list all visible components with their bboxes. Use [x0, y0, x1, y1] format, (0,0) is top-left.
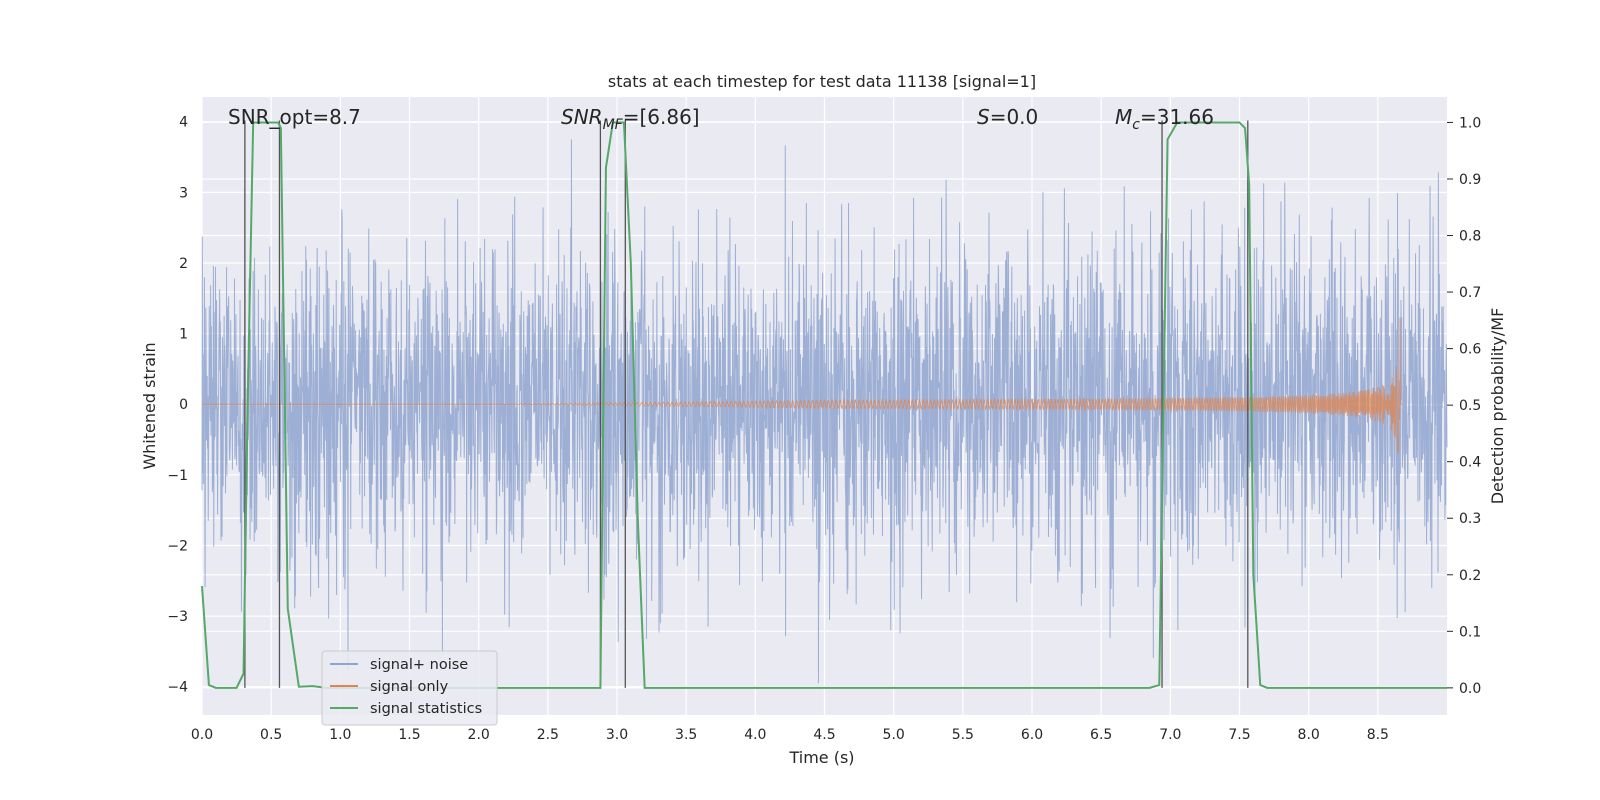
x-tick-label-7: 3.5 — [675, 727, 697, 743]
legend-label-signal-statistics: signal statistics — [370, 701, 482, 717]
y-left-tick-label-2: −2 — [167, 538, 188, 554]
y-right-tick-label-2: 0.2 — [1459, 568, 1481, 584]
x-tick-label-6: 3.0 — [606, 727, 628, 743]
y-left-tick-label-4: 0 — [179, 397, 188, 413]
x-axis-ticks: 0.0 0.5 1.0 1.5 2.0 2.5 3.0 3.5 4.0 4.5 5.0 5.5 6.0 6… — [191, 727, 1389, 743]
y-left-tick-label-3: −1 — [167, 468, 188, 484]
annotation-snr-mf-value: =[6.86] — [623, 105, 700, 129]
x-tick-label-2: 1.0 — [329, 727, 351, 743]
y-right-tick-label-6: 0.6 — [1459, 342, 1481, 358]
annotation-snr-mf: SNRMF=[6.86] — [561, 105, 700, 133]
annotation-s-value: =0.0 — [990, 105, 1039, 129]
x-tick-label-9: 4.5 — [813, 727, 835, 743]
x-tick-label-1: 0.5 — [260, 727, 282, 743]
y-right-tick-label-7: 0.7 — [1459, 285, 1481, 301]
x-tick-label-14: 7.0 — [1159, 727, 1181, 743]
signal-only-trace — [202, 317, 1403, 454]
x-tick-label-4: 2.0 — [468, 727, 490, 743]
legend-label-signal-only: signal only — [370, 679, 449, 695]
series-signal-only — [202, 317, 1403, 454]
annotation-mc-symbol: M — [1115, 105, 1132, 129]
x-tick-label-13: 6.5 — [1090, 727, 1112, 743]
y-left-tick-label-6: 2 — [179, 256, 188, 272]
y-left-tick-label-7: 3 — [179, 185, 188, 201]
y-left-tick-label-5: 1 — [179, 327, 188, 343]
y-right-tick-label-8: 0.8 — [1459, 229, 1481, 245]
y-left-tick-label-0: −4 — [167, 680, 188, 696]
x-tick-label-15: 7.5 — [1228, 727, 1250, 743]
x-tick-label-5: 2.5 — [537, 727, 559, 743]
y-right-tick-label-10: 1.0 — [1459, 115, 1481, 131]
y-axis-left-label: Whitened strain — [140, 342, 159, 469]
x-tick-label-17: 8.5 — [1367, 727, 1389, 743]
legend-label-signal-noise: signal+ noise — [370, 657, 468, 673]
y-right-tick-label-1: 0.1 — [1459, 624, 1481, 640]
annotation-s: S=0.0 — [977, 105, 1038, 129]
x-axis-label: Time (s) — [788, 748, 854, 767]
y-axis-left-ticks: −4 −3 −2 −1 0 1 2 3 4 — [167, 115, 188, 696]
annotation-mc-value: =31.66 — [1140, 105, 1214, 129]
x-tick-label-3: 1.5 — [398, 727, 420, 743]
legend-box — [321, 650, 498, 726]
y-left-tick-label-8: 4 — [179, 115, 188, 131]
y-left-tick-label-1: −3 — [167, 609, 188, 625]
y-right-tick-label-4: 0.4 — [1459, 455, 1481, 471]
y-right-tick-label-9: 0.9 — [1459, 172, 1481, 188]
y-right-tick-label-0: 0.0 — [1459, 681, 1481, 697]
y-axis-right-label: Detection probability/MF — [1488, 308, 1507, 505]
legend: signal+ noise signal only signal statist… — [321, 650, 498, 726]
chart-title: stats at each timestep for test data 111… — [608, 72, 1036, 91]
annotation-snr-mf-symbol: SNR — [561, 105, 603, 129]
annotation-mc-subscript: c — [1132, 117, 1140, 133]
x-tick-label-16: 8.0 — [1298, 727, 1320, 743]
x-tick-label-8: 4.0 — [744, 727, 766, 743]
series-signal-statistics — [201, 121, 1447, 689]
x-tick-label-10: 5.0 — [883, 727, 905, 743]
annotation-snr-opt: SNR_opt=8.7 — [228, 105, 361, 129]
y-right-tick-label-3: 0.3 — [1459, 511, 1481, 527]
x-tick-label-11: 5.5 — [952, 727, 974, 743]
x-tick-label-12: 6.0 — [1021, 727, 1043, 743]
annotation-s-symbol: S — [977, 105, 990, 129]
annotation-snr-mf-subscript: MF — [603, 117, 624, 133]
y-right-tick-label-5: 0.5 — [1459, 398, 1481, 414]
signal-statistics-line — [201, 121, 1447, 689]
annotation-mc: Mc=31.66 — [1115, 105, 1214, 133]
x-tick-label-0: 0.0 — [191, 727, 213, 743]
y-axis-right-ticks: 0.0 0.1 0.2 0.3 0.4 0.5 0.6 0.7 0.8 0.9 1.0 — [1447, 115, 1481, 697]
